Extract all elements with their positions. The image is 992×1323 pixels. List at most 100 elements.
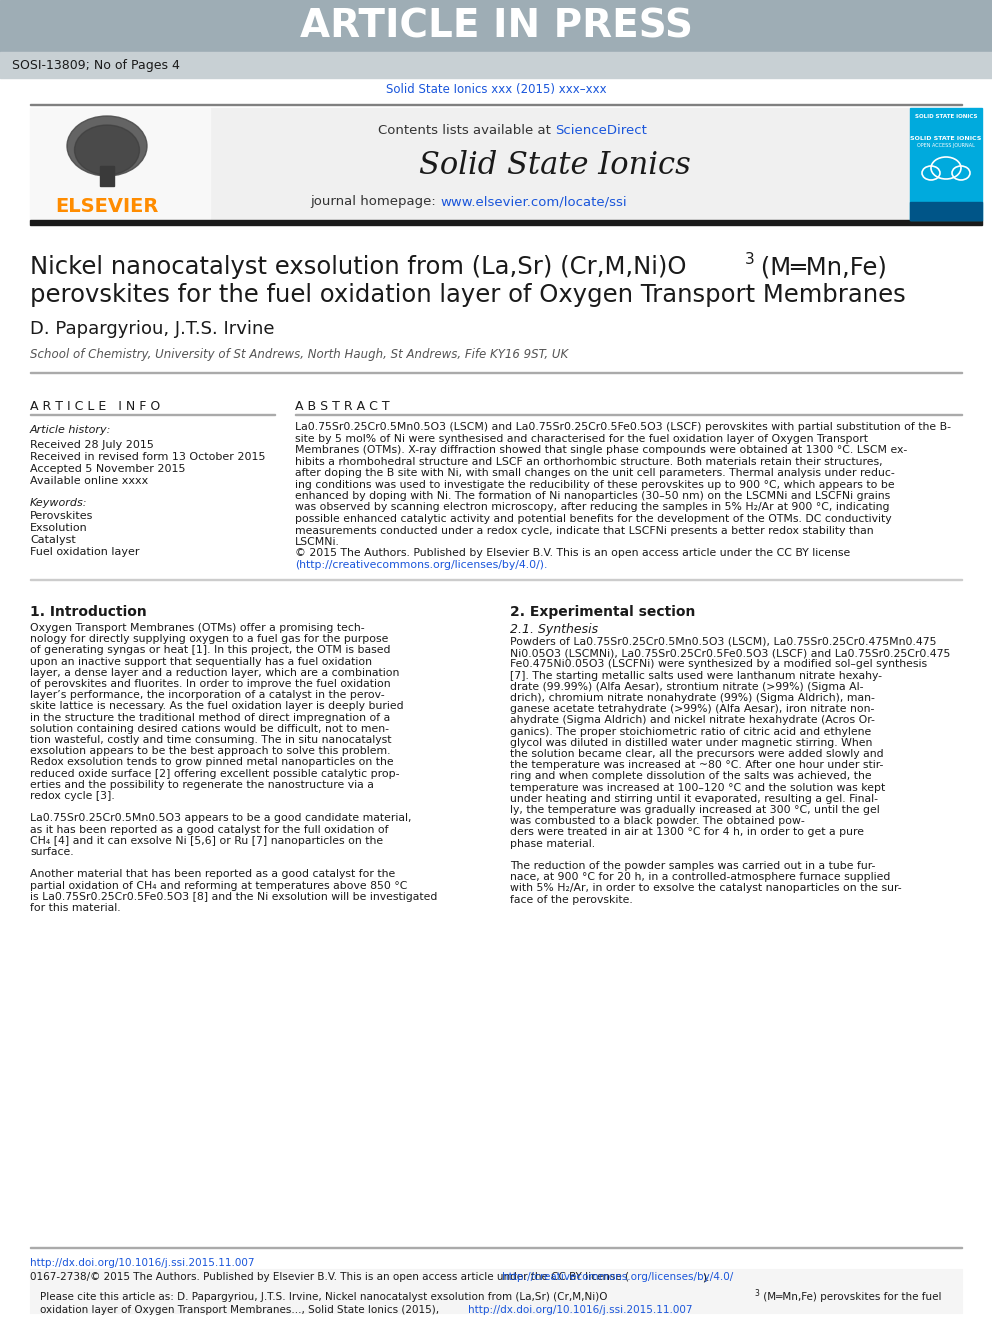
Text: exsolution appears to be the best approach to solve this problem.: exsolution appears to be the best approa… bbox=[30, 746, 391, 757]
Text: ).: ). bbox=[702, 1271, 709, 1282]
Text: of perovskites and fluorites. In order to improve the fuel oxidation: of perovskites and fluorites. In order t… bbox=[30, 679, 391, 689]
Text: A B S T R A C T: A B S T R A C T bbox=[295, 400, 390, 413]
Text: with 5% H₂/Ar, in order to exsolve the catalyst nanoparticles on the sur-: with 5% H₂/Ar, in order to exsolve the c… bbox=[510, 884, 902, 893]
Text: possible enhanced catalytic activity and potential benefits for the development : possible enhanced catalytic activity and… bbox=[295, 515, 892, 524]
Text: nace, at 900 °C for 20 h, in a controlled-atmosphere furnace supplied: nace, at 900 °C for 20 h, in a controlle… bbox=[510, 872, 891, 882]
Text: oxidation layer of Oxygen Transport Membranes..., Solid State Ionics (2015),: oxidation layer of Oxygen Transport Memb… bbox=[40, 1304, 442, 1315]
Text: tion wasteful, costly and time consuming. The in situ nanocatalyst: tion wasteful, costly and time consuming… bbox=[30, 736, 392, 745]
Text: SOSI-13809; No of Pages 4: SOSI-13809; No of Pages 4 bbox=[12, 58, 180, 71]
Text: layer’s performance, the incorporation of a catalyst in the perov-: layer’s performance, the incorporation o… bbox=[30, 691, 385, 700]
Text: Another material that has been reported as a good catalyst for the: Another material that has been reported … bbox=[30, 869, 395, 880]
Text: temperature was increased at 100–120 °C and the solution was kept: temperature was increased at 100–120 °C … bbox=[510, 783, 885, 792]
Text: Available online xxxx: Available online xxxx bbox=[30, 476, 148, 486]
Text: [7]. The starting metallic salts used were lanthanum nitrate hexahy-: [7]. The starting metallic salts used we… bbox=[510, 671, 882, 680]
Text: SOLID STATE IONICS: SOLID STATE IONICS bbox=[911, 135, 982, 140]
Text: http://dx.doi.org/10.1016/j.ssi.2015.11.007: http://dx.doi.org/10.1016/j.ssi.2015.11.… bbox=[468, 1304, 692, 1315]
Text: Solid State Ionics: Solid State Ionics bbox=[420, 151, 690, 181]
Text: (M═Mn,Fe): (M═Mn,Fe) bbox=[753, 255, 887, 279]
Text: ARTICLE IN PRESS: ARTICLE IN PRESS bbox=[300, 7, 692, 45]
Ellipse shape bbox=[67, 116, 147, 176]
Text: ahydrate (Sigma Aldrich) and nickel nitrate hexahydrate (Acros Or-: ahydrate (Sigma Aldrich) and nickel nitr… bbox=[510, 716, 875, 725]
Text: Fe0.475Ni0.05O3 (LSCFNi) were synthesized by a modified sol–gel synthesis: Fe0.475Ni0.05O3 (LSCFNi) were synthesize… bbox=[510, 659, 928, 669]
Text: after doping the B site with Ni, with small changes on the unit cell parameters.: after doping the B site with Ni, with sm… bbox=[295, 468, 895, 478]
Text: La0.75Sr0.25Cr0.5Mn0.5O3 (LSCM) and La0.75Sr0.25Cr0.5Fe0.5O3 (LSCF) perovskites : La0.75Sr0.25Cr0.5Mn0.5O3 (LSCM) and La0.… bbox=[295, 422, 951, 433]
Text: upon an inactive support that sequentially has a fuel oxidation: upon an inactive support that sequential… bbox=[30, 656, 372, 667]
Text: Contents lists available at: Contents lists available at bbox=[378, 123, 555, 136]
Text: under heating and stirring until it evaporated, resulting a gel. Final-: under heating and stirring until it evap… bbox=[510, 794, 878, 804]
Text: Nickel nanocatalyst exsolution from (La,Sr) (Cr,M,Ni)O: Nickel nanocatalyst exsolution from (La,… bbox=[30, 255, 686, 279]
Text: Exsolution: Exsolution bbox=[30, 523, 87, 533]
Text: OPEN ACCESS JOURNAL: OPEN ACCESS JOURNAL bbox=[917, 143, 975, 148]
Text: Perovskites: Perovskites bbox=[30, 511, 93, 521]
Text: CH₄ [4] and it can exsolve Ni [5,6] or Ru [7] nanoparticles on the: CH₄ [4] and it can exsolve Ni [5,6] or R… bbox=[30, 836, 383, 845]
Text: the solution became clear, all the precursors were added slowly and: the solution became clear, all the precu… bbox=[510, 749, 884, 759]
Text: ScienceDirect: ScienceDirect bbox=[555, 123, 647, 136]
Bar bbox=[30, 220, 982, 225]
Text: Powders of La0.75Sr0.25Cr0.5Mn0.5O3 (LSCM), La0.75Sr0.25Cr0.475Mn0.475: Powders of La0.75Sr0.25Cr0.5Mn0.5O3 (LSC… bbox=[510, 636, 936, 647]
Text: phase material.: phase material. bbox=[510, 839, 595, 848]
Text: School of Chemistry, University of St Andrews, North Haugh, St Andrews, Fife KY1: School of Chemistry, University of St An… bbox=[30, 348, 568, 361]
Text: reduced oxide surface [2] offering excellent possible catalytic prop-: reduced oxide surface [2] offering excel… bbox=[30, 769, 400, 779]
Text: drate (99.99%) (Alfa Aesar), strontium nitrate (>99%) (Sigma Al-: drate (99.99%) (Alfa Aesar), strontium n… bbox=[510, 681, 863, 692]
Text: 3: 3 bbox=[754, 1289, 759, 1298]
Bar bbox=[910, 108, 982, 220]
Text: A R T I C L E   I N F O: A R T I C L E I N F O bbox=[30, 400, 161, 413]
Text: www.elsevier.com/locate/ssi: www.elsevier.com/locate/ssi bbox=[440, 196, 627, 209]
Text: for this material.: for this material. bbox=[30, 904, 121, 913]
Text: perovskites for the fuel oxidation layer of Oxygen Transport Membranes: perovskites for the fuel oxidation layer… bbox=[30, 283, 906, 307]
Text: erties and the possibility to regenerate the nanostructure via a: erties and the possibility to regenerate… bbox=[30, 779, 374, 790]
Bar bbox=[210, 108, 910, 220]
Text: LSCMNi.: LSCMNi. bbox=[295, 537, 340, 546]
Text: La0.75Sr0.25Cr0.5Mn0.5O3 appears to be a good candidate material,: La0.75Sr0.25Cr0.5Mn0.5O3 appears to be a… bbox=[30, 814, 412, 823]
Text: face of the perovskite.: face of the perovskite. bbox=[510, 894, 633, 905]
Text: ganese acetate tetrahydrate (>99%) (Alfa Aesar), iron nitrate non-: ganese acetate tetrahydrate (>99%) (Alfa… bbox=[510, 704, 874, 714]
Text: Redox exsolution tends to grow pinned metal nanoparticles on the: Redox exsolution tends to grow pinned me… bbox=[30, 757, 394, 767]
Text: (http://creativecommons.org/licenses/by/4.0/).: (http://creativecommons.org/licenses/by/… bbox=[295, 560, 548, 570]
Text: partial oxidation of CH₄ and reforming at temperatures above 850 °C: partial oxidation of CH₄ and reforming a… bbox=[30, 881, 408, 890]
Text: Oxygen Transport Membranes (OTMs) offer a promising tech-: Oxygen Transport Membranes (OTMs) offer … bbox=[30, 623, 365, 632]
Text: the temperature was increased at ~80 °C. After one hour under stir-: the temperature was increased at ~80 °C.… bbox=[510, 761, 883, 770]
Text: nology for directly supplying oxygen to a fuel gas for the purpose: nology for directly supplying oxygen to … bbox=[30, 634, 389, 644]
Text: site by 5 mol% of Ni were synthesised and characterised for the fuel oxidation l: site by 5 mol% of Ni were synthesised an… bbox=[295, 434, 868, 443]
Text: (M═Mn,Fe) perovskites for the fuel: (M═Mn,Fe) perovskites for the fuel bbox=[760, 1293, 941, 1302]
Text: 3: 3 bbox=[745, 251, 755, 267]
Text: redox cycle [3].: redox cycle [3]. bbox=[30, 791, 115, 800]
Text: Membranes (OTMs). X-ray diffraction showed that single phase compounds were obta: Membranes (OTMs). X-ray diffraction show… bbox=[295, 445, 908, 455]
Text: is La0.75Sr0.25Cr0.5Fe0.5O3 [8] and the Ni exsolution will be investigated: is La0.75Sr0.25Cr0.5Fe0.5O3 [8] and the … bbox=[30, 892, 437, 902]
Text: 2. Experimental section: 2. Experimental section bbox=[510, 605, 695, 619]
Bar bbox=[30, 1269, 962, 1312]
Text: SOLID STATE IONICS: SOLID STATE IONICS bbox=[915, 115, 977, 119]
Text: 0167-2738/© 2015 The Authors. Published by Elsevier B.V. This is an open access : 0167-2738/© 2015 The Authors. Published … bbox=[30, 1271, 629, 1282]
Bar bbox=[0, 52, 992, 78]
Bar bbox=[30, 108, 210, 220]
Text: ELSEVIER: ELSEVIER bbox=[56, 197, 159, 216]
Text: Solid State Ionics xxx (2015) xxx–xxx: Solid State Ionics xxx (2015) xxx–xxx bbox=[386, 83, 606, 97]
Text: Received in revised form 13 October 2015: Received in revised form 13 October 2015 bbox=[30, 452, 266, 462]
Text: measurements conducted under a redox cycle, indicate that LSCFNi presents a bett: measurements conducted under a redox cyc… bbox=[295, 525, 874, 536]
Text: hibits a rhombohedral structure and LSCF an orthorhombic structure. Both materia: hibits a rhombohedral structure and LSCF… bbox=[295, 456, 883, 467]
Text: http://dx.doi.org/10.1016/j.ssi.2015.11.007: http://dx.doi.org/10.1016/j.ssi.2015.11.… bbox=[30, 1258, 255, 1267]
Bar bbox=[0, 0, 992, 52]
Text: ders were treated in air at 1300 °C for 4 h, in order to get a pure: ders were treated in air at 1300 °C for … bbox=[510, 827, 864, 837]
Text: ly, the temperature was gradually increased at 300 °C, until the gel: ly, the temperature was gradually increa… bbox=[510, 804, 880, 815]
Text: enhanced by doping with Ni. The formation of Ni nanoparticles (30–50 nm) on the : enhanced by doping with Ni. The formatio… bbox=[295, 491, 890, 501]
Text: Article history:: Article history: bbox=[30, 425, 111, 435]
Text: glycol was diluted in distilled water under magnetic stirring. When: glycol was diluted in distilled water un… bbox=[510, 738, 872, 747]
Text: 2.1. Synthesis: 2.1. Synthesis bbox=[510, 623, 598, 636]
Text: journal homepage:: journal homepage: bbox=[310, 196, 440, 209]
Ellipse shape bbox=[74, 124, 140, 175]
Text: Please cite this article as: D. Papargyriou, J.T.S. Irvine, Nickel nanocatalyst : Please cite this article as: D. Papargyr… bbox=[40, 1293, 607, 1302]
Text: ganics). The proper stoichiometric ratio of citric acid and ethylene: ganics). The proper stoichiometric ratio… bbox=[510, 726, 871, 737]
Text: surface.: surface. bbox=[30, 847, 73, 857]
Bar bbox=[910, 202, 982, 220]
Text: of generating syngas or heat [1]. In this project, the OTM is based: of generating syngas or heat [1]. In thi… bbox=[30, 646, 391, 655]
Text: layer, a dense layer and a reduction layer, which are a combination: layer, a dense layer and a reduction lay… bbox=[30, 668, 400, 677]
Text: D. Papargyriou, J.T.S. Irvine: D. Papargyriou, J.T.S. Irvine bbox=[30, 320, 275, 337]
Bar bbox=[100, 165, 114, 187]
Text: skite lattice is necessary. As the fuel oxidation layer is deeply buried: skite lattice is necessary. As the fuel … bbox=[30, 701, 404, 712]
Text: ring and when complete dissolution of the salts was achieved, the: ring and when complete dissolution of th… bbox=[510, 771, 872, 782]
Text: in the structure the traditional method of direct impregnation of a: in the structure the traditional method … bbox=[30, 713, 390, 722]
Text: Received 28 July 2015: Received 28 July 2015 bbox=[30, 441, 154, 450]
Text: © 2015 The Authors. Published by Elsevier B.V. This is an open access article un: © 2015 The Authors. Published by Elsevie… bbox=[295, 549, 850, 558]
Text: solution containing desired cations would be difficult, not to men-: solution containing desired cations woul… bbox=[30, 724, 389, 734]
